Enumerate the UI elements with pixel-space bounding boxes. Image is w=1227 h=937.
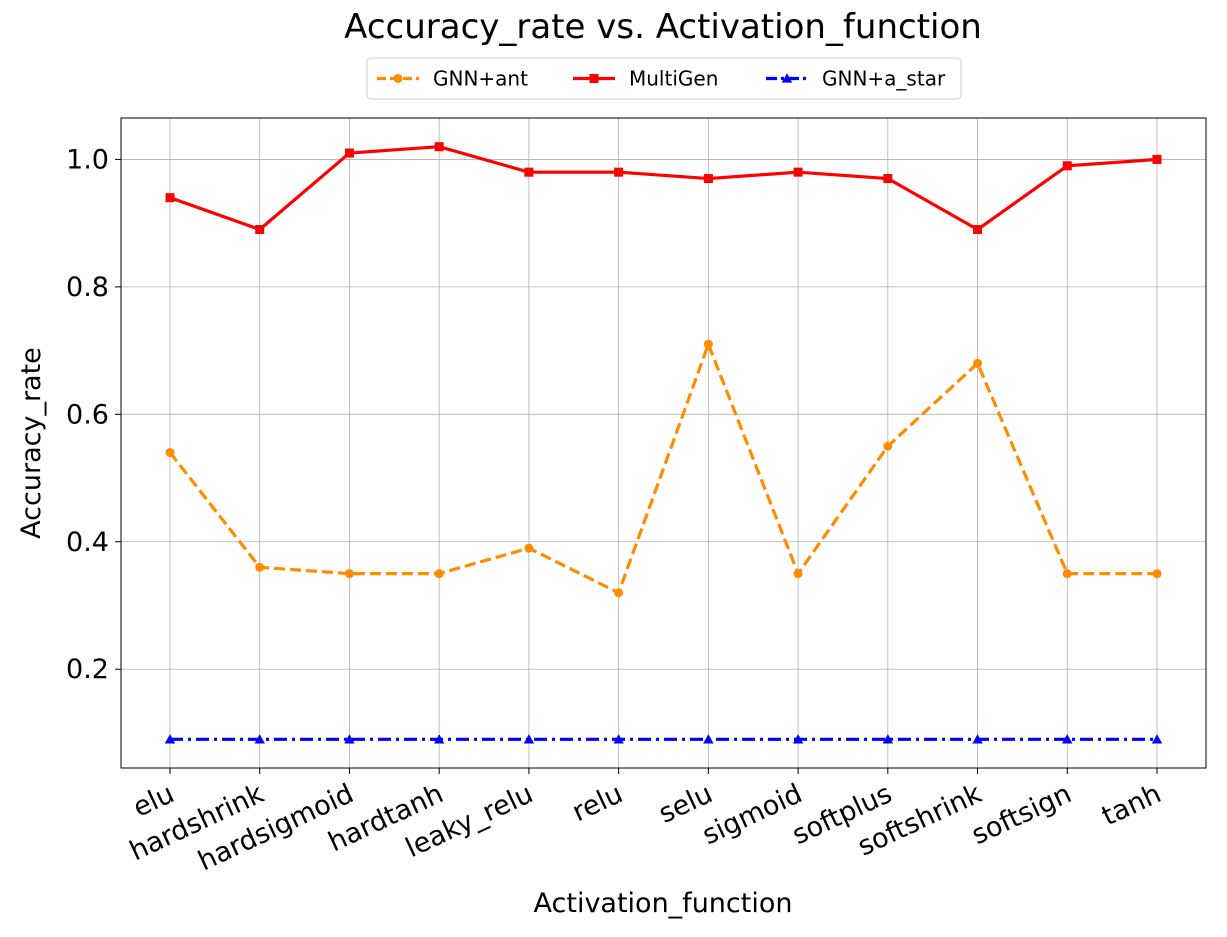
data-point <box>973 225 983 235</box>
data-point <box>972 734 983 744</box>
data-point <box>973 358 983 368</box>
axes: eluhardshrinkhardsigmoidhardtanhleaky_re… <box>66 144 1166 877</box>
legend-marker <box>589 74 599 83</box>
legend-marker <box>781 73 793 83</box>
legend-label: GNN+ant <box>433 67 528 91</box>
data-point <box>1062 569 1072 579</box>
data-point <box>792 734 804 744</box>
legend-label: GNN+a_star <box>822 67 946 91</box>
data-point <box>614 167 624 177</box>
data-point <box>883 441 893 451</box>
data-point <box>1152 154 1162 164</box>
legend-marker <box>393 74 403 83</box>
x-tick-label: softsign <box>967 778 1076 851</box>
data-point <box>1151 734 1163 744</box>
data-point <box>793 167 803 177</box>
data-point <box>523 734 535 744</box>
data-point <box>524 167 534 177</box>
data-point <box>434 142 444 152</box>
data-point <box>883 174 893 184</box>
y-tick-label: 0.2 <box>66 654 109 685</box>
data-point <box>703 734 714 744</box>
series-multigen <box>165 142 1162 235</box>
data-point <box>614 588 624 598</box>
legend: GNN+ant MultiGen GNN+a_star <box>366 57 962 100</box>
data-point <box>164 734 176 744</box>
series-layer <box>164 142 1163 744</box>
chart-title: Accuracy_rate vs. Activation_function <box>344 7 982 47</box>
x-tick-label: sigmoid <box>698 778 807 851</box>
x-tick-label: tanh <box>1097 778 1166 832</box>
series-gnn-a-star <box>164 734 1163 744</box>
series-line <box>169 145 1158 232</box>
x-tick-label: relu <box>568 778 628 828</box>
y-tick-label: 0.8 <box>66 272 109 303</box>
plot-frame <box>120 117 1207 769</box>
data-point <box>344 148 354 158</box>
data-point <box>255 562 265 572</box>
y-tick-label: 0.6 <box>66 399 109 430</box>
data-point <box>703 174 713 184</box>
legend-label: MultiGen <box>629 67 718 91</box>
legend-box <box>366 57 962 100</box>
data-point <box>165 193 175 203</box>
y-axis-label: Accuracy_rate <box>16 347 47 539</box>
data-point <box>344 569 354 579</box>
data-point <box>165 448 175 458</box>
data-point <box>793 569 803 579</box>
grid <box>121 118 1206 768</box>
data-point <box>613 734 624 744</box>
x-axis-label: Activation_function <box>534 888 793 919</box>
series-gnn-ant <box>165 339 1162 598</box>
data-point <box>1062 734 1073 744</box>
data-point <box>524 543 534 553</box>
y-tick-label: 1.0 <box>66 144 109 175</box>
y-tick-label: 0.4 <box>66 527 109 558</box>
data-point <box>703 339 713 349</box>
data-point <box>433 734 445 744</box>
series-line <box>168 342 1157 595</box>
data-point <box>434 569 444 579</box>
data-point <box>255 225 265 235</box>
data-point <box>1152 569 1162 579</box>
data-point <box>344 734 355 744</box>
data-point <box>882 734 894 744</box>
data-point <box>254 734 265 744</box>
data-point <box>1062 161 1072 171</box>
